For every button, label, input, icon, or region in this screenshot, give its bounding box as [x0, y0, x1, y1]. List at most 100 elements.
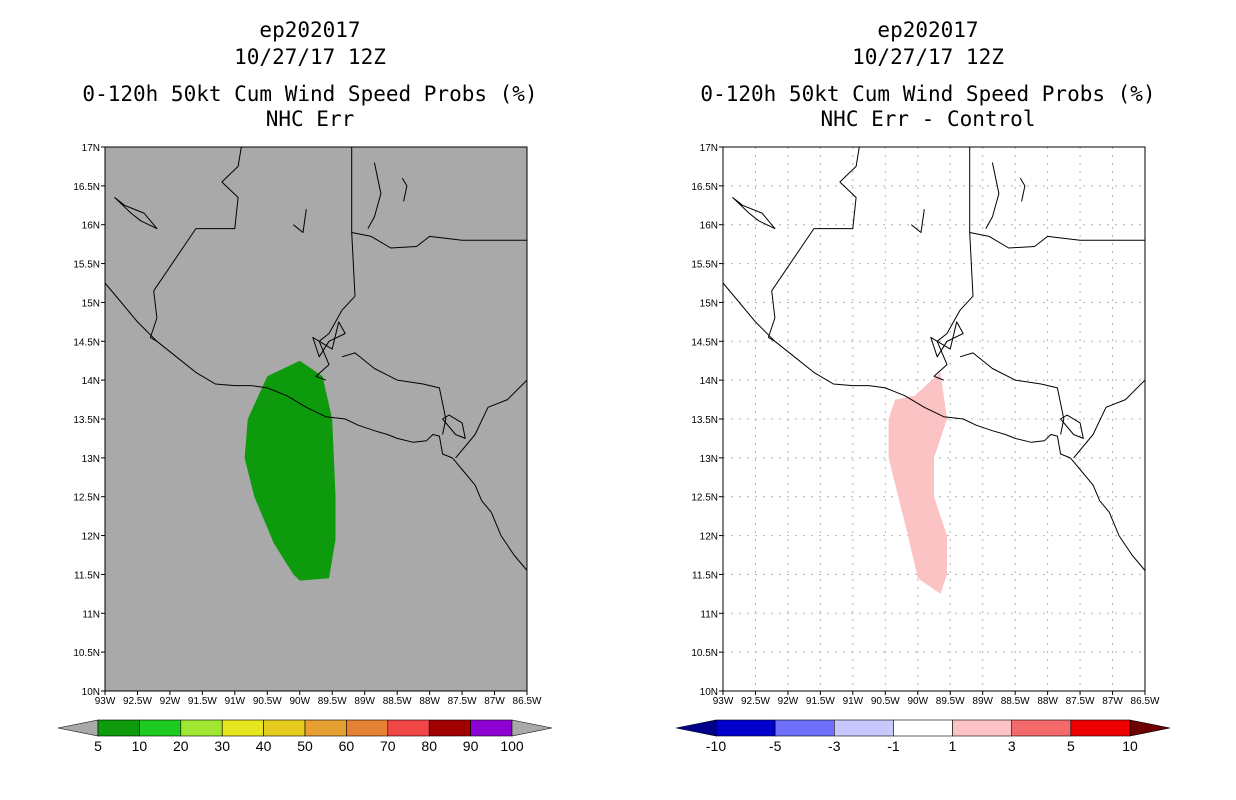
- right-lon-tick-label: 87.5W: [1066, 696, 1095, 707]
- left-lon-tick-label: 91.5W: [188, 696, 217, 707]
- right-lon-tick-label: 89.5W: [936, 696, 965, 707]
- right-lat-tick-label: 10N: [700, 687, 718, 698]
- right-colorbar-label: -3: [828, 738, 841, 754]
- left-coastline-segment: [153, 146, 242, 292]
- left-colorbar: 5 10 20 30 40 50 60 70 80 90 100: [57, 719, 553, 754]
- right-lat-tick-label: 11N: [700, 609, 718, 620]
- right-lon-tick-label: 89W: [972, 696, 993, 707]
- left-colorbar-under-triangle: [57, 719, 99, 737]
- right-map-panel: 93W 92.5W 92W 91.5W 91W 90.5W 90W 89.5W 89W 88.5W…: [691, 143, 1160, 707]
- right-coastline-segment: [1073, 379, 1146, 459]
- left-colorbar-label: 80: [421, 738, 437, 754]
- left-water-body: [114, 197, 158, 230]
- right-lon-tick-label: 92W: [778, 696, 799, 707]
- right-lat-tick-label: 14N: [700, 376, 718, 387]
- right-coastline-segment: [910, 209, 925, 233]
- right-title-block: ep202017 10/27/17 12Z 0-120h 50kt Cum Wi…: [618, 17, 1236, 133]
- left-colorbar-label: 100: [500, 738, 524, 754]
- left-lon-tick-label: 89W: [354, 696, 375, 707]
- right-lat-tick-label: 10.5N: [691, 648, 718, 659]
- left-lat-tick-label: 13N: [82, 454, 100, 465]
- right-water-body: [732, 197, 776, 230]
- left-lat-tick-label: 17N: [82, 143, 100, 154]
- left-coastline-segment: [341, 352, 447, 435]
- left-colorbar-label: 60: [339, 738, 355, 754]
- right-lat-tick-label: 13N: [700, 454, 718, 465]
- right-lat-tick-label: 11.5N: [692, 570, 718, 581]
- right-water-body: [930, 321, 964, 358]
- left-lat-tick-label: 16N: [82, 221, 100, 232]
- left-colorbar-over-triangle: [511, 719, 553, 737]
- left-subtitle: NHC Err: [265, 107, 355, 131]
- right-coastline-segment: [722, 282, 1146, 571]
- left-water-body: [442, 414, 466, 439]
- left-colorbar-swatch: [180, 719, 223, 737]
- right-colorbar-swatch: [715, 719, 776, 737]
- left-lon-tick-label: 93W: [95, 696, 116, 707]
- left-coastline-segment: [455, 379, 528, 459]
- left-lat-tick-label: 11N: [82, 609, 100, 620]
- right-colorbar-swatch: [833, 719, 894, 737]
- left-lat-tick-label: 10.5N: [73, 648, 100, 659]
- left-colorbar-swatch: [221, 719, 264, 737]
- left-coastline-segment: [351, 147, 417, 249]
- right-colorbar-label: -5: [769, 738, 782, 754]
- left-coastline-segment: [315, 232, 356, 381]
- left-lon-tick-label: 92W: [160, 696, 181, 707]
- right-coastline-segment: [969, 147, 1035, 249]
- right-colorbar-label: 3: [1008, 738, 1016, 754]
- right-coastlines: [722, 146, 1146, 571]
- left-colorbar-swatch: [263, 719, 306, 737]
- right-storm-id: ep202017: [877, 18, 979, 42]
- left-lon-tick-label: 90W: [289, 696, 310, 707]
- right-subtitle: NHC Err - Control: [820, 107, 1036, 131]
- left-lon-tick-label: 89.5W: [318, 696, 347, 707]
- left-lat-tick-label: 14N: [82, 376, 100, 387]
- left-probability-region: [244, 360, 336, 581]
- right-lat-tick-label: 16.5N: [691, 182, 718, 193]
- right-colorbar-swatch: [952, 719, 1013, 737]
- left-lat-tick-label: 13.5N: [73, 415, 100, 426]
- right-lat-tick-label: 13.5N: [691, 415, 718, 426]
- right-colorbar-swatch: [1011, 719, 1072, 737]
- right-colorbar-label: 5: [1067, 738, 1075, 754]
- right-colorbar-under-triangle: [675, 719, 717, 737]
- right-lon-tick-label: 91.5W: [806, 696, 835, 707]
- left-colorbar-label: 30: [214, 738, 230, 754]
- left-lon-tick-label: 87.5W: [448, 696, 477, 707]
- left-colorbar-label: 50: [297, 738, 313, 754]
- right-colorbar-label: -1: [887, 738, 900, 754]
- left-colorbar-label: 20: [173, 738, 189, 754]
- right-lon-tick-label: 90W: [907, 696, 928, 707]
- right-lon-tick-label: 90.5W: [871, 696, 900, 707]
- right-coastline-segment: [771, 146, 860, 292]
- right-coastline-segment: [985, 162, 1000, 229]
- left-title-block: ep202017 10/27/17 12Z 0-120h 50kt Cum Wi…: [0, 17, 620, 133]
- right-coastline-segment: [959, 352, 1065, 435]
- left-lon-tick-label: 91W: [225, 696, 246, 707]
- left-colorbar-swatch: [470, 719, 513, 737]
- left-colorbar-label: 70: [380, 738, 396, 754]
- right-colorbar-swatch: [774, 719, 835, 737]
- left-lat-tick-label: 12N: [82, 532, 100, 543]
- left-coastline-segment: [416, 235, 527, 247]
- right-lat-tick-label: 12.5N: [691, 493, 718, 504]
- left-lat-tick-label: 15.5N: [73, 260, 100, 271]
- right-coastline-segment: [933, 232, 974, 381]
- left-coastline-segment: [104, 282, 528, 571]
- left-colorbar-swatch: [428, 719, 471, 737]
- right-lat-tick-label: 17N: [700, 143, 718, 154]
- right-colorbar-swatch: [893, 719, 953, 737]
- right-colorbar-label: 10: [1122, 738, 1138, 754]
- right-coastline-segment: [767, 290, 776, 342]
- left-coastline-segment: [149, 290, 158, 342]
- left-lon-tick-label: 88W: [419, 696, 440, 707]
- right-colorbar-label: -10: [706, 738, 726, 754]
- right-lon-tick-label: 92.5W: [741, 696, 770, 707]
- left-water-body: [312, 321, 346, 358]
- left-colorbar-label: 90: [463, 738, 479, 754]
- right-lat-tick-label: 14.5N: [691, 337, 718, 348]
- left-colorbar-label: 40: [256, 738, 272, 754]
- right-probability-region: [888, 372, 947, 594]
- right-coastline-segment: [1019, 177, 1026, 202]
